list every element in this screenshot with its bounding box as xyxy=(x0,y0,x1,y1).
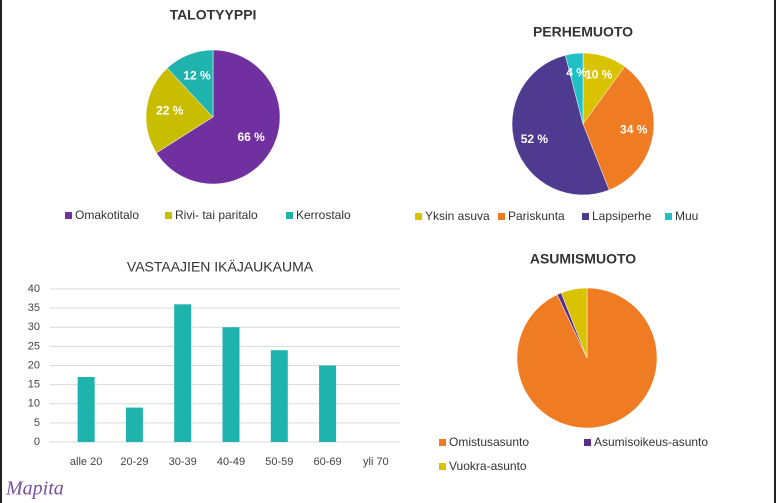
pie-slice xyxy=(511,54,610,196)
bar xyxy=(270,350,288,442)
y-tick-label: 20 xyxy=(28,359,40,371)
x-tick-label: alle 20 xyxy=(70,456,102,468)
y-tick-label: 40 xyxy=(28,283,40,295)
legend-label: Yksin asuva xyxy=(425,209,490,223)
bar xyxy=(77,376,95,442)
pie-slice xyxy=(156,49,281,185)
bar xyxy=(222,327,240,442)
slice-label: 52 % xyxy=(521,132,549,146)
legend-swatch xyxy=(165,212,172,219)
legend-swatch xyxy=(65,212,72,219)
x-tick-label: 30-39 xyxy=(169,456,197,468)
y-tick-label: 15 xyxy=(28,379,40,391)
legend-label: Kerrostalo xyxy=(296,208,351,222)
y-tick-label: 10 xyxy=(28,398,40,410)
legend-swatch xyxy=(584,439,591,446)
legend-label: Muu xyxy=(675,209,698,223)
x-tick-label: 40-49 xyxy=(217,456,245,468)
bar xyxy=(174,304,192,442)
logo: Mapita xyxy=(5,478,64,500)
y-tick-label: 35 xyxy=(28,302,40,314)
legend-swatch xyxy=(665,213,672,220)
y-tick-label: 25 xyxy=(28,340,40,352)
chart-title: PERHEMUOTO xyxy=(533,24,633,40)
bar xyxy=(125,407,143,442)
chart-title: ASUMISMUOTO xyxy=(530,251,636,267)
pie-slice xyxy=(560,287,588,359)
chart-title: VASTAAJIEN IKÄJAUKAUMA xyxy=(127,259,314,275)
legend-swatch xyxy=(498,213,505,220)
slice-label: 12 % xyxy=(183,69,211,83)
x-tick-label: 20-29 xyxy=(120,456,148,468)
y-tick-label: 0 xyxy=(34,436,40,448)
y-tick-label: 5 xyxy=(34,417,40,429)
legend-swatch xyxy=(286,212,293,219)
legend-swatch xyxy=(582,213,589,220)
pie-slice xyxy=(565,52,584,125)
slice-label: 22 % xyxy=(156,104,184,118)
pie-slice xyxy=(145,67,214,154)
legend-label: Rivi- tai paritalo xyxy=(175,208,258,222)
legend-label: Pariskunta xyxy=(508,209,565,223)
legend-label: Vuokra-asunto xyxy=(449,459,527,473)
pie-slice xyxy=(166,49,214,118)
legend-swatch xyxy=(439,463,446,470)
legend-swatch xyxy=(415,213,422,220)
x-tick-label: 50-59 xyxy=(265,456,293,468)
slice-label: 10 % xyxy=(585,68,613,82)
y-tick-label: 30 xyxy=(28,321,40,333)
pie-slice xyxy=(582,66,655,191)
x-tick-label: yli 70 xyxy=(363,456,389,468)
legend-label: Omakotitalo xyxy=(75,208,139,222)
legend-label: Lapsiperhe xyxy=(592,209,652,223)
slice-label: 34 % xyxy=(620,123,648,137)
legend-swatch xyxy=(439,439,446,446)
legend-label: Omistusasunto xyxy=(449,435,529,449)
bar xyxy=(319,365,337,442)
slice-label: 66 % xyxy=(237,130,265,144)
x-tick-label: 60-69 xyxy=(314,456,342,468)
legend-label: Asumisoikeus-asunto xyxy=(594,435,708,449)
slice-label: 4 % xyxy=(566,65,587,79)
chart-title: TALOTYYPPI xyxy=(170,7,257,23)
